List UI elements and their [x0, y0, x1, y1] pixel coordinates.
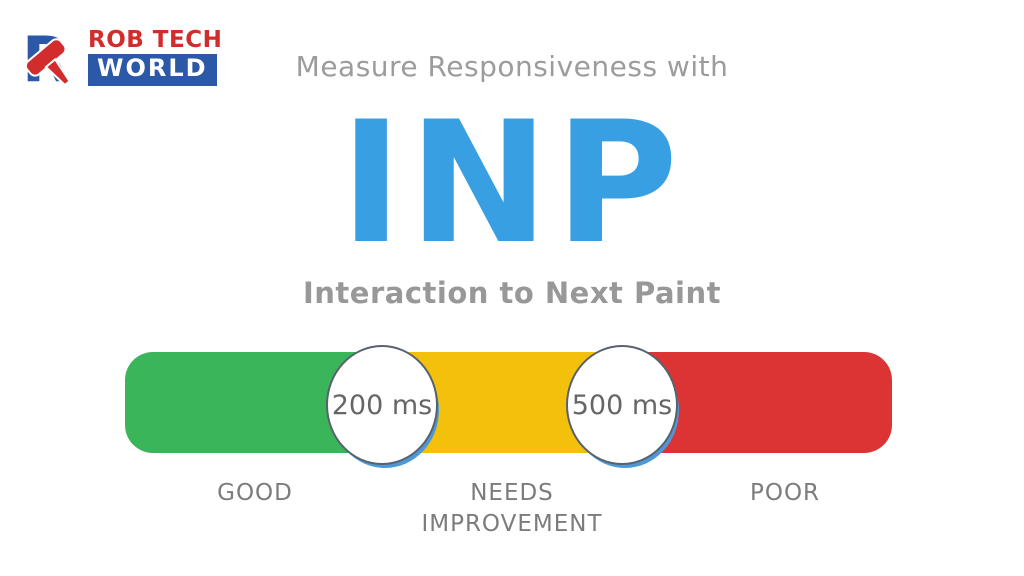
page-subtitle: Interaction to Next Paint	[303, 276, 721, 310]
page-title: INP	[339, 85, 685, 281]
logo-text-bottom: WORLD	[88, 54, 217, 86]
threshold-value: 200 ms	[331, 389, 433, 421]
logo-text-top: ROB TECH	[88, 27, 223, 53]
threshold-marker-500ms: 500 ms	[566, 345, 678, 465]
inp-threshold-gauge: 200 ms 500 ms	[125, 345, 892, 465]
rob-tech-world-logo: R ROB TECH WORLD	[20, 25, 222, 89]
threshold-value: 500 ms	[571, 389, 673, 421]
logo-text: ROB TECH WORLD	[88, 27, 223, 86]
gauge-label-needs-improvement: NEEDS IMPROVEMENT	[421, 480, 603, 538]
kicker-text: Measure Responsiveness with	[295, 50, 729, 83]
threshold-marker-200ms: 200 ms	[326, 345, 438, 465]
gauge-label-poor: POOR	[749, 480, 821, 506]
gauge-segments	[125, 352, 892, 453]
gauge-label-good: GOOD	[217, 480, 293, 506]
logo-monogram-icon: R	[22, 25, 71, 89]
